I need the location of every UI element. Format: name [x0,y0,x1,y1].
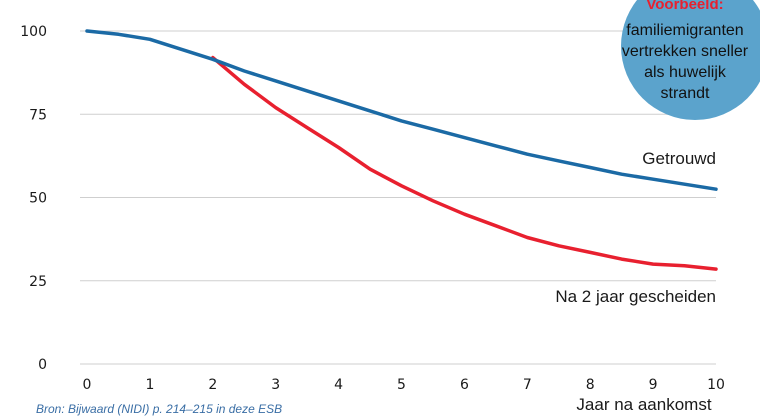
y-tick-label: 25 [29,274,47,290]
badge-line-3: als huwelijk [644,64,727,81]
x-tick-label: 0 [83,377,92,393]
badge-line-1: familiemigranten [626,22,743,39]
series-lines [85,29,718,271]
series-label-gescheiden: Na 2 jaar gescheiden [555,287,716,306]
x-tick-label: 1 [145,377,154,393]
y-tick-label: 50 [29,191,47,207]
x-tick-label: 5 [397,377,406,393]
badge-line-4: strandt [661,85,710,102]
x-tick-label: 2 [208,377,217,393]
series-label-getrouwd: Getrouwd [642,149,716,168]
y-tick-label: 0 [38,357,47,373]
x-tick-label: 6 [460,377,469,393]
x-tick-label: 9 [649,377,658,393]
source-note: Bron: Bijwaard (NIDI) p. 214–215 in deze… [36,402,283,416]
x-tick-label: 8 [586,377,595,393]
series-line-1 [211,55,718,271]
x-tick-label: 4 [334,377,343,393]
gridlines [80,30,716,365]
x-axis-ticks: 0 1 2 3 4 5 6 7 8 9 10 [83,377,725,393]
y-tick-label: 100 [20,24,47,40]
y-tick-label: 75 [29,107,47,123]
badge-circle [621,0,760,120]
x-tick-label: 3 [271,377,280,393]
series-line-0 [85,29,718,191]
example-badge: Voorbeeld: familiemigranten vertrekken s… [621,0,760,120]
badge-heading: Voorbeeld: [646,0,723,13]
badge-line-2: vertrekken sneller [622,43,749,60]
x-axis-label: Jaar na aankomst [576,395,711,414]
x-tick-label: 7 [523,377,532,393]
x-tick-label: 10 [707,377,725,393]
y-axis-ticks: 0 25 50 75 100 [20,24,47,373]
